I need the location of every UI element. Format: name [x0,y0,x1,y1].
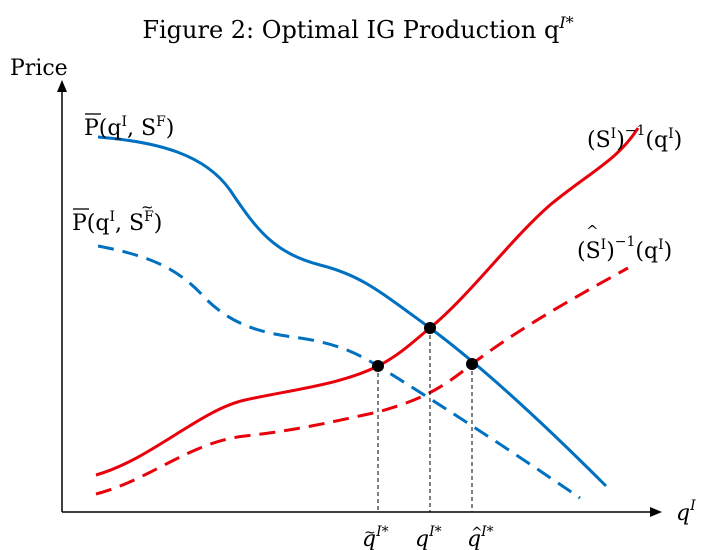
demand-curve-dashed [97,244,581,500]
svg-text:qI*: qI* [362,524,389,550]
label-demand-dashed: P(qI, SF) [72,209,162,236]
x-axis-label: qI [676,498,696,526]
equilibrium-point-hat [466,358,478,370]
x-tick-hat: ^ qI* [467,524,494,550]
supply-curve-solid [95,127,640,477]
svg-text:~: ~ [364,525,376,541]
svg-text:qI*: qI* [467,524,494,550]
x-axis-arrow [650,507,662,517]
supply-curve-dashed [95,266,629,496]
label-supply-solid: (SI)−1(qI) [587,123,682,153]
hat-accent-supply: ^ [586,222,599,240]
equilibrium-point-tilde [372,360,384,372]
label-supply-dashed: (SI)−1(qI) [577,234,672,264]
y-axis-label: Price [10,56,68,81]
figure-title: Figure 2: Optimal IG Production qI* [142,13,573,44]
svg-text:^: ^ [471,525,483,541]
x-tick-tilde: ~ qI* [362,524,389,550]
label-demand-solid: P(qI, SF) [84,114,174,141]
y-axis-arrow [57,80,67,92]
equilibrium-point-optimal [424,322,436,334]
tilde-accent-demand: ~ [141,198,154,216]
demand-curve-solid [97,135,608,488]
svg-text:qI*: qI* [415,524,442,550]
x-tick-optimal: qI* [415,524,442,550]
